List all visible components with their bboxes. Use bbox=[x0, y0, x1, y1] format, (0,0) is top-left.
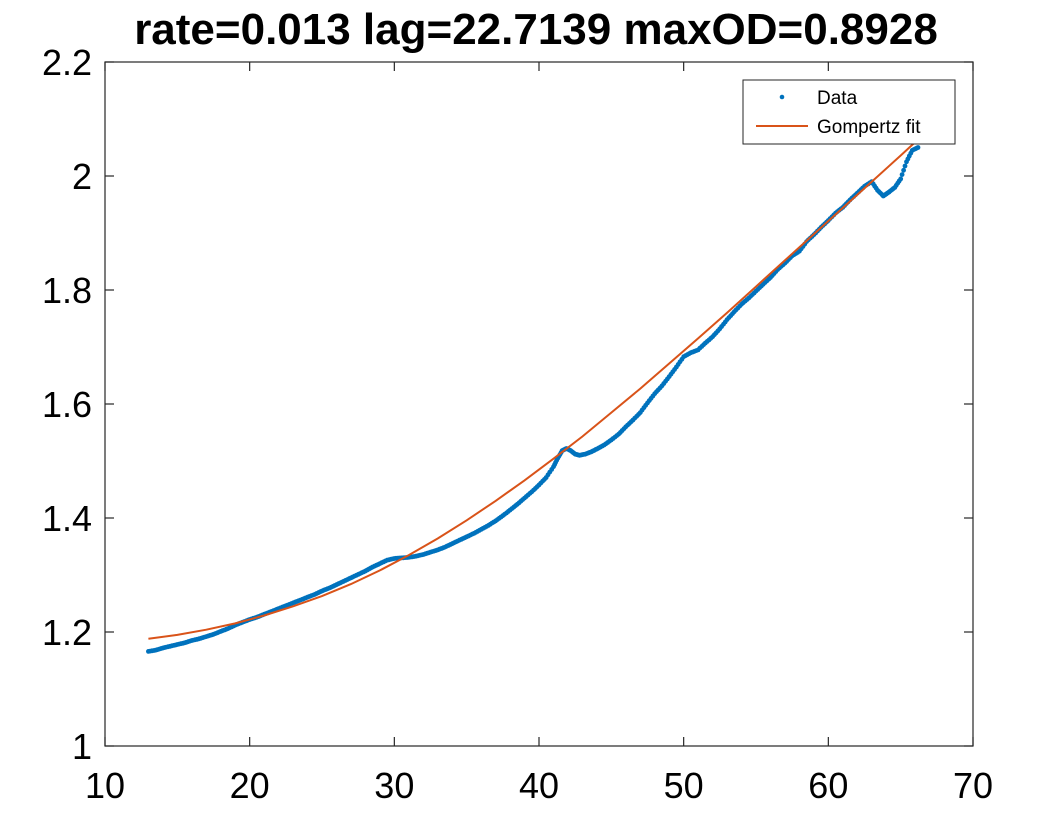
chart-title: rate=0.013 lag=22.7139 maxOD=0.8928 bbox=[134, 5, 938, 54]
fit-line bbox=[148, 130, 928, 640]
data-point bbox=[901, 167, 906, 173]
x-tick-label: 50 bbox=[664, 765, 704, 806]
data-point bbox=[899, 172, 905, 178]
plot-area bbox=[146, 130, 928, 654]
data-point bbox=[915, 145, 921, 150]
data-point bbox=[902, 163, 908, 169]
axes-box bbox=[104, 61, 974, 747]
series-group bbox=[146, 130, 928, 654]
y-tick-label: 2 bbox=[72, 156, 92, 197]
x-tick-label: 10 bbox=[85, 765, 125, 806]
legend-box bbox=[742, 79, 956, 145]
y-tick-label: 1.6 bbox=[42, 384, 92, 425]
legend-data-label: Data bbox=[817, 88, 858, 109]
x-tick-label: 20 bbox=[230, 765, 270, 806]
y-tick-label: 1.4 bbox=[42, 498, 92, 539]
data-point bbox=[898, 176, 904, 182]
y-tick-label: 1.8 bbox=[42, 270, 92, 311]
legend-data-marker bbox=[779, 94, 785, 100]
x-tick-label: 70 bbox=[953, 765, 993, 806]
x-tick-label: 60 bbox=[808, 765, 848, 806]
x-tick-label: 30 bbox=[374, 765, 414, 806]
x-tick-label: 40 bbox=[519, 765, 559, 806]
y-tick-label: 2.2 bbox=[42, 42, 92, 83]
legend: Data Gompertz fit bbox=[742, 79, 956, 145]
y-tick-label: 1.2 bbox=[42, 612, 92, 653]
y-tick-label: 1 bbox=[72, 726, 92, 767]
legend-fit-label: Gompertz fit bbox=[817, 117, 921, 138]
axes: 10 20 30 40 50 60 70 1 1.2 1.4 1.6 1.8 2 2.2 bbox=[42, 42, 993, 806]
